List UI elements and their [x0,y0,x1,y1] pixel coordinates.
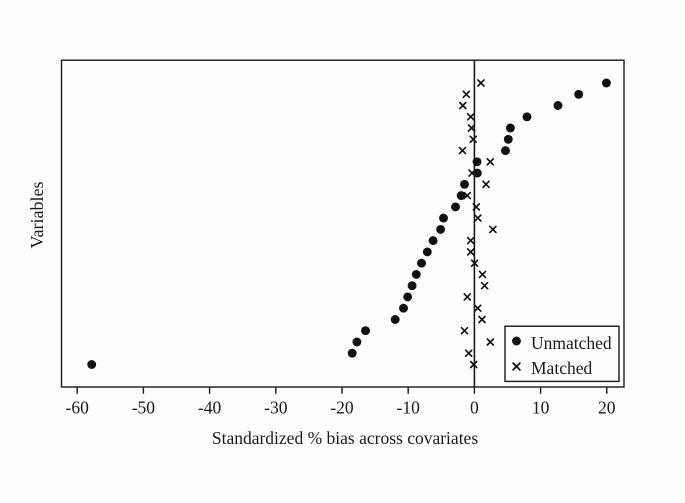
svg-text:20: 20 [598,398,616,418]
svg-text:-30: -30 [264,398,288,418]
svg-text:-20: -20 [330,398,354,418]
svg-text:Standardized % bias across cov: Standardized % bias across covariates [212,428,478,448]
svg-text:-40: -40 [198,398,222,418]
svg-text:-10: -10 [397,398,421,418]
svg-text:-50: -50 [132,398,156,418]
svg-text:10: 10 [532,398,550,418]
svg-text:-60: -60 [66,398,90,418]
svg-text:Matched: Matched [531,358,592,378]
svg-text:Variables: Variables [27,182,47,249]
svg-text:0: 0 [470,398,479,418]
svg-text:Unmatched: Unmatched [531,333,612,353]
